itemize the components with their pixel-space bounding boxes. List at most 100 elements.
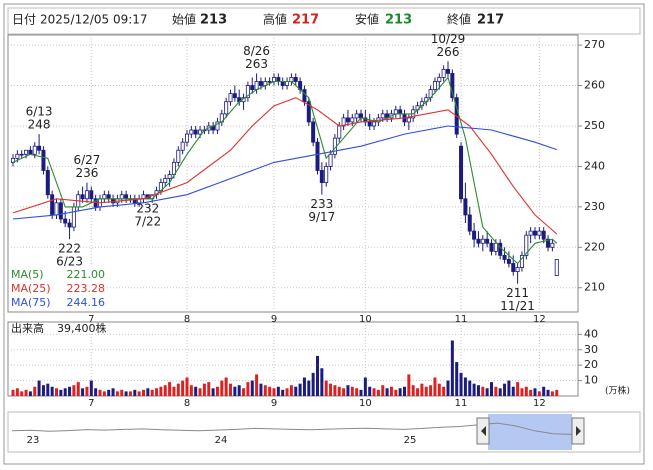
candle-body	[258, 81, 263, 86]
volume-bar	[142, 389, 145, 396]
candle-body	[350, 117, 355, 123]
header-bar	[7, 7, 641, 35]
annotation-date: 9/17	[308, 210, 335, 224]
candle-body	[537, 230, 542, 236]
candle-body	[311, 121, 316, 143]
candle-body	[215, 121, 220, 131]
volume-bar	[359, 389, 363, 396]
volume-bar	[237, 385, 241, 396]
candle-body	[554, 259, 559, 277]
volume-bar	[398, 388, 402, 396]
volume-bar	[346, 385, 350, 396]
volume-bar	[194, 386, 198, 396]
candle-body	[380, 113, 385, 119]
volume-bar	[298, 383, 302, 396]
volume-bar	[207, 382, 211, 396]
x-tick-label: 8	[184, 398, 190, 409]
volume-bar	[255, 374, 259, 396]
volume-bar	[503, 383, 507, 396]
candle-body	[63, 218, 68, 224]
volume-bar	[163, 385, 167, 396]
annotation-value: 211	[506, 286, 529, 300]
volume-bar	[59, 389, 63, 396]
volume-bar	[211, 388, 215, 396]
volume-bar	[28, 391, 32, 396]
annotation-value: 236	[75, 166, 98, 180]
volume-bar	[524, 386, 528, 396]
candle-body	[180, 141, 185, 151]
volume-bar	[185, 377, 189, 396]
volume-bar	[85, 386, 89, 396]
volume-bar	[281, 389, 285, 396]
annotation-value: 266	[437, 45, 460, 59]
candle-body	[84, 190, 89, 200]
candle-body	[176, 149, 181, 163]
legend-box	[9, 266, 106, 311]
candle-body	[198, 129, 203, 135]
annotation-date: 7/22	[134, 214, 161, 228]
candle-body	[302, 89, 307, 103]
nav-label: 23	[27, 435, 40, 446]
candle-body	[441, 68, 446, 78]
candle-body	[406, 117, 411, 123]
nav-label: 25	[404, 435, 417, 446]
low-label: 安値	[355, 12, 379, 27]
y-tick-label: 270	[584, 38, 605, 51]
volume-bar	[420, 383, 424, 396]
volume-bar	[537, 391, 541, 396]
volume-bar	[111, 388, 115, 396]
volume-bar	[128, 391, 132, 396]
volume-panel	[7, 321, 579, 397]
candle-body	[467, 214, 472, 232]
volume-bar	[276, 386, 280, 396]
volume-bar	[307, 380, 311, 396]
volume-bar	[550, 391, 554, 396]
high-label: 高値	[263, 12, 287, 27]
open: 213	[200, 13, 227, 28]
y-tick-label: 10	[584, 374, 598, 387]
candle-body	[167, 174, 172, 179]
volume-bar	[55, 388, 58, 396]
volume-bar	[516, 382, 520, 396]
candle-body	[498, 242, 503, 256]
candle-body	[232, 93, 237, 99]
volume-bar	[107, 389, 111, 396]
volume-bar	[311, 372, 315, 396]
candle-body	[485, 238, 490, 244]
volume-bar	[37, 380, 41, 396]
volume-bar	[102, 391, 106, 396]
candle-body	[533, 230, 538, 236]
x-tick-label: 9	[271, 398, 277, 409]
candle-body	[372, 121, 377, 127]
volume-bar	[155, 388, 159, 396]
x-tick-label: 7	[88, 398, 94, 409]
x-tick-label: 9	[271, 314, 277, 325]
volume-bar	[485, 388, 489, 396]
volume-current: 39,400株	[57, 321, 107, 335]
close-label: 終値	[447, 12, 471, 27]
candle-body	[267, 81, 272, 83]
volume-bar	[372, 388, 376, 396]
legend-value: 221.00	[67, 268, 106, 281]
volume-bar	[229, 383, 232, 396]
volume-bar	[120, 389, 124, 396]
candle-body	[19, 153, 24, 156]
ma-line	[12, 76, 558, 265]
annotation-date: 11/21	[500, 299, 535, 313]
volume-bar	[498, 388, 502, 396]
volume-bar	[381, 385, 385, 396]
volume-bar	[33, 386, 37, 396]
volume-bar	[98, 389, 102, 396]
volume-bar	[442, 386, 446, 396]
volume-bar	[389, 386, 393, 396]
volume-bar	[429, 385, 433, 396]
volume-bar	[455, 362, 459, 396]
candle-body	[480, 238, 485, 244]
volume-bar	[150, 389, 154, 396]
candle-body	[315, 141, 320, 171]
candle-body	[393, 109, 398, 115]
x-tick-label: 10	[359, 398, 372, 409]
candle-body	[80, 194, 85, 200]
volume-bar	[368, 386, 372, 396]
candle-body	[245, 85, 250, 99]
